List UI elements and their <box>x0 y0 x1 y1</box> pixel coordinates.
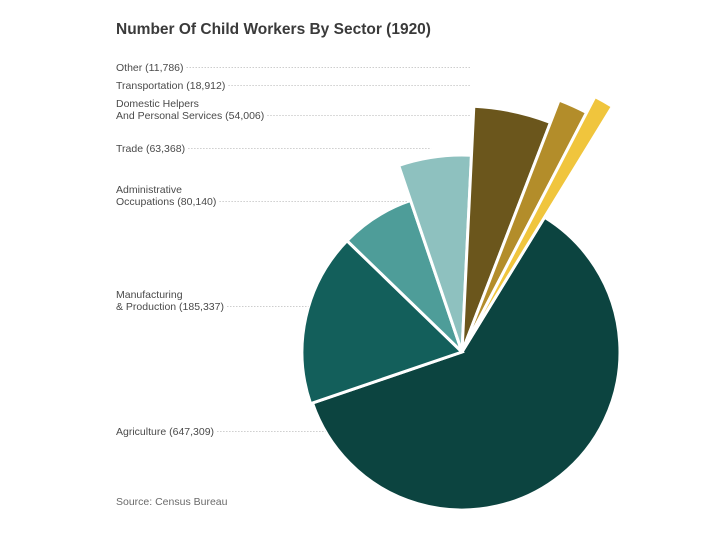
slice-label: Transportation (18,912) <box>116 80 225 92</box>
slice-label: And Personal Services (54,006) <box>116 110 264 122</box>
source-note: Source: Census Bureau <box>116 496 228 508</box>
slice-label: Occupations (80,140) <box>116 196 216 208</box>
slice-labels: Agriculture (647,309) Manufacturing& Prod… <box>116 62 264 438</box>
slice-label: Manufacturing <box>116 289 183 301</box>
slice-label: Other (11,786) <box>116 62 184 74</box>
pie-slice-other <box>460 94 615 353</box>
slice-label: Administrative <box>116 184 182 196</box>
slice-label: & Production (185,337) <box>116 301 224 313</box>
slice-label: Trade (63,368) <box>116 143 185 155</box>
slice-label: Domestic Helpers <box>116 98 199 110</box>
slice-label: Agriculture (647,309) <box>116 426 214 438</box>
pie-slice-agriculture <box>310 215 622 512</box>
pie-slices <box>300 94 622 512</box>
leader-lines <box>186 67 470 432</box>
chart-title: Number Of Child Workers By Sector (1920) <box>116 21 431 38</box>
pie-slice-manufacturing-production <box>300 238 465 406</box>
